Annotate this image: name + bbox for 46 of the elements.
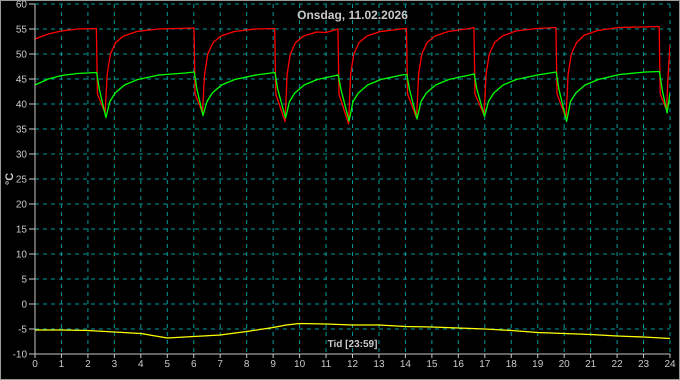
x-tick-label: 15: [426, 359, 438, 370]
y-tick-label: 55: [16, 24, 28, 36]
line-series: [35, 70, 670, 122]
y-tick-label: 25: [16, 174, 28, 186]
x-tick-label: 18: [506, 359, 518, 370]
x-axis-title: Tid [23:59]: [326, 339, 378, 350]
x-tick-label: 13: [373, 359, 385, 370]
chart-title: Onsdag, 11.02.2026: [296, 8, 409, 22]
x-tick-label: 14: [400, 359, 412, 370]
y-tick-label: 35: [16, 124, 28, 136]
y-tick-label: -5: [18, 324, 28, 336]
x-tick-label: 2: [85, 359, 92, 370]
y-tick-label: 0: [21, 300, 28, 311]
x-tick-label: 0: [32, 359, 38, 370]
y-tick-label: -10: [12, 350, 28, 361]
x-tick-label: 5: [164, 359, 171, 370]
x-tick-label: 9: [270, 359, 276, 370]
x-tick-label: 16: [452, 359, 464, 370]
y-tick-label: 5: [21, 274, 28, 286]
y-tick-label: 10: [16, 250, 28, 261]
y-tick-label: 20: [16, 200, 28, 211]
x-tick-label: 3: [112, 359, 118, 370]
x-tick-label: 10: [294, 359, 306, 370]
line-series: [35, 26, 670, 125]
x-tick-label: 4: [138, 359, 144, 370]
x-tick-label: 23: [638, 359, 650, 370]
line-series: [35, 322, 670, 340]
x-tick-label: 8: [244, 359, 250, 370]
x-tick-label: 24: [664, 359, 676, 370]
x-tick-label: 22: [612, 359, 624, 370]
x-tick-label: 19: [532, 359, 544, 370]
x-tick-label: 11: [320, 359, 332, 370]
y-tick-label: 45: [16, 74, 28, 86]
y-axis-title: °C: [3, 172, 16, 187]
y-tick-label: 60: [16, 0, 28, 11]
y-tick-label: 50: [16, 50, 28, 61]
y-tick-label: 30: [16, 150, 28, 161]
x-tick-label: 12: [346, 359, 358, 370]
x-tick-label: 7: [217, 359, 224, 370]
x-tick-label: 17: [479, 359, 491, 370]
x-tick-label: 6: [190, 359, 197, 370]
x-tick-label: 1: [58, 359, 65, 370]
x-tick-label: 21: [585, 359, 597, 370]
x-tick-label: 20: [558, 359, 570, 370]
y-tick-label: 15: [16, 224, 28, 236]
y-tick-label: 40: [16, 100, 28, 111]
